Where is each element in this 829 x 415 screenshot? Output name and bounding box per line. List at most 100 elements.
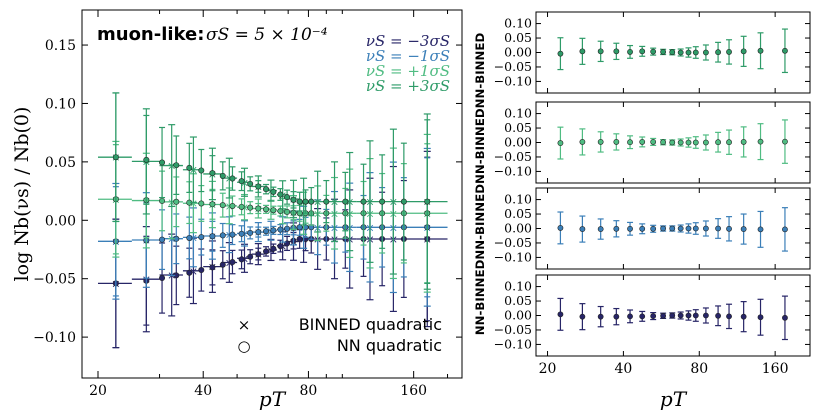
- binned-marker: ×: [365, 196, 374, 209]
- residual-point: [703, 225, 709, 232]
- nn-point: [247, 253, 254, 260]
- residual-point: [740, 313, 747, 320]
- residual-point: [685, 225, 692, 232]
- nn-point: [159, 197, 166, 204]
- residual-point: [650, 225, 657, 232]
- residual-point: [613, 139, 620, 145]
- residual-point: [703, 139, 709, 146]
- nn-point: [238, 178, 245, 185]
- binned-marker: ×: [225, 200, 234, 213]
- nn-point: [284, 194, 291, 201]
- residual-point: [726, 49, 732, 55]
- nn-point: [238, 256, 245, 263]
- nn-point: [255, 229, 262, 236]
- binned-marker: ×: [189, 265, 198, 278]
- residual-point: [597, 313, 604, 320]
- binned-marker: ×: [240, 201, 249, 214]
- binned-marker: ×: [189, 197, 198, 210]
- residual-point: [685, 49, 692, 56]
- nn-point: [284, 225, 291, 232]
- residual-panel-1: −0.10−0.050.000.050.10: [494, 101, 811, 184]
- residual-point: [660, 312, 667, 319]
- binned-marker: ×: [313, 196, 322, 209]
- residual-point: [639, 139, 646, 145]
- residual-point: [685, 312, 692, 319]
- residual-point: [660, 225, 667, 232]
- nn-point: [270, 188, 277, 195]
- residual-point: [715, 139, 721, 146]
- nn-point: [255, 205, 262, 212]
- residual-panels: −0.10−0.050.000.050.10−0.10−0.050.000.05…: [473, 11, 811, 411]
- nn-point: [209, 170, 216, 177]
- residual-point: [660, 139, 667, 146]
- nn-point: [263, 206, 270, 213]
- legend-entry: νS = −1σS: [366, 47, 450, 65]
- residual-point: [782, 226, 788, 233]
- nn-point: [186, 164, 193, 171]
- residual-point: [677, 225, 684, 232]
- nn-point: [360, 198, 367, 205]
- nn-point: [159, 275, 166, 282]
- nn-point: [186, 234, 193, 241]
- binned-marker: ×: [330, 196, 339, 209]
- nn-point: [277, 243, 284, 250]
- nn-point: [323, 198, 330, 205]
- nn-point: [219, 172, 226, 179]
- residual-point: [692, 139, 699, 146]
- binned-marker: ×: [189, 231, 198, 244]
- residual-point: [579, 313, 586, 320]
- nn-point: [209, 233, 216, 240]
- nn-point: [229, 231, 236, 238]
- residual-ytick-label: 0.10: [504, 16, 532, 31]
- residual-xlabel: pT: [660, 387, 688, 411]
- residual-point: [557, 225, 564, 231]
- residual-point: [669, 49, 676, 56]
- marker-legend-label: NN quadratic: [337, 336, 442, 355]
- residual-point: [715, 49, 721, 56]
- residual-xtick-label: 160: [762, 361, 789, 377]
- residual-point: [703, 312, 709, 319]
- residual-xtick-label: 40: [614, 361, 632, 377]
- residual-point: [660, 49, 667, 55]
- residual-ytick-label: −0.05: [494, 149, 532, 164]
- binned-marker: ×: [225, 172, 234, 185]
- residual-panel-2: −0.10−0.050.000.050.10: [494, 187, 811, 270]
- nn-point: [263, 248, 270, 255]
- nn-point: [219, 232, 226, 239]
- main-xtick-label: 80: [300, 383, 318, 399]
- residual-point: [685, 139, 692, 146]
- residual-point: [740, 139, 747, 145]
- nn-point: [143, 156, 150, 163]
- nn-point: [296, 224, 303, 231]
- residual-point: [677, 49, 684, 56]
- residual-point: [677, 139, 684, 146]
- main-xtick-label: 160: [400, 383, 427, 399]
- residual-point: [650, 313, 657, 319]
- residual-point: [757, 138, 764, 145]
- main-ytick-label: 0.00: [45, 213, 76, 229]
- binned-marker: ×: [167, 160, 176, 173]
- main-ytick-label: 0.05: [45, 155, 76, 171]
- residual-point: [557, 50, 564, 57]
- nn-point: [247, 180, 254, 187]
- residual-point: [726, 225, 732, 232]
- residual-point: [597, 48, 604, 55]
- residual-point: [669, 139, 676, 146]
- binned-marker: ×: [240, 176, 249, 189]
- nn-point: [296, 235, 303, 242]
- residual-ytick-label: −0.05: [494, 235, 532, 250]
- residual-point: [726, 139, 732, 146]
- residual-ytick-label: −0.10: [494, 163, 532, 178]
- residual-point: [677, 312, 684, 319]
- main-ytick-label: 0.15: [45, 38, 76, 54]
- nn-point: [186, 269, 193, 276]
- residual-panel-0: −0.10−0.050.000.050.10: [494, 11, 811, 94]
- residual-xtick-label: 80: [690, 361, 708, 377]
- nn-point: [159, 159, 166, 166]
- nn-point: [263, 186, 270, 193]
- residual-point: [639, 225, 646, 232]
- main-xtick-label: 20: [89, 383, 107, 399]
- main-xlabel: pT: [259, 387, 287, 411]
- residual-ytick-label: 0.00: [504, 135, 532, 150]
- nn-point: [198, 167, 205, 174]
